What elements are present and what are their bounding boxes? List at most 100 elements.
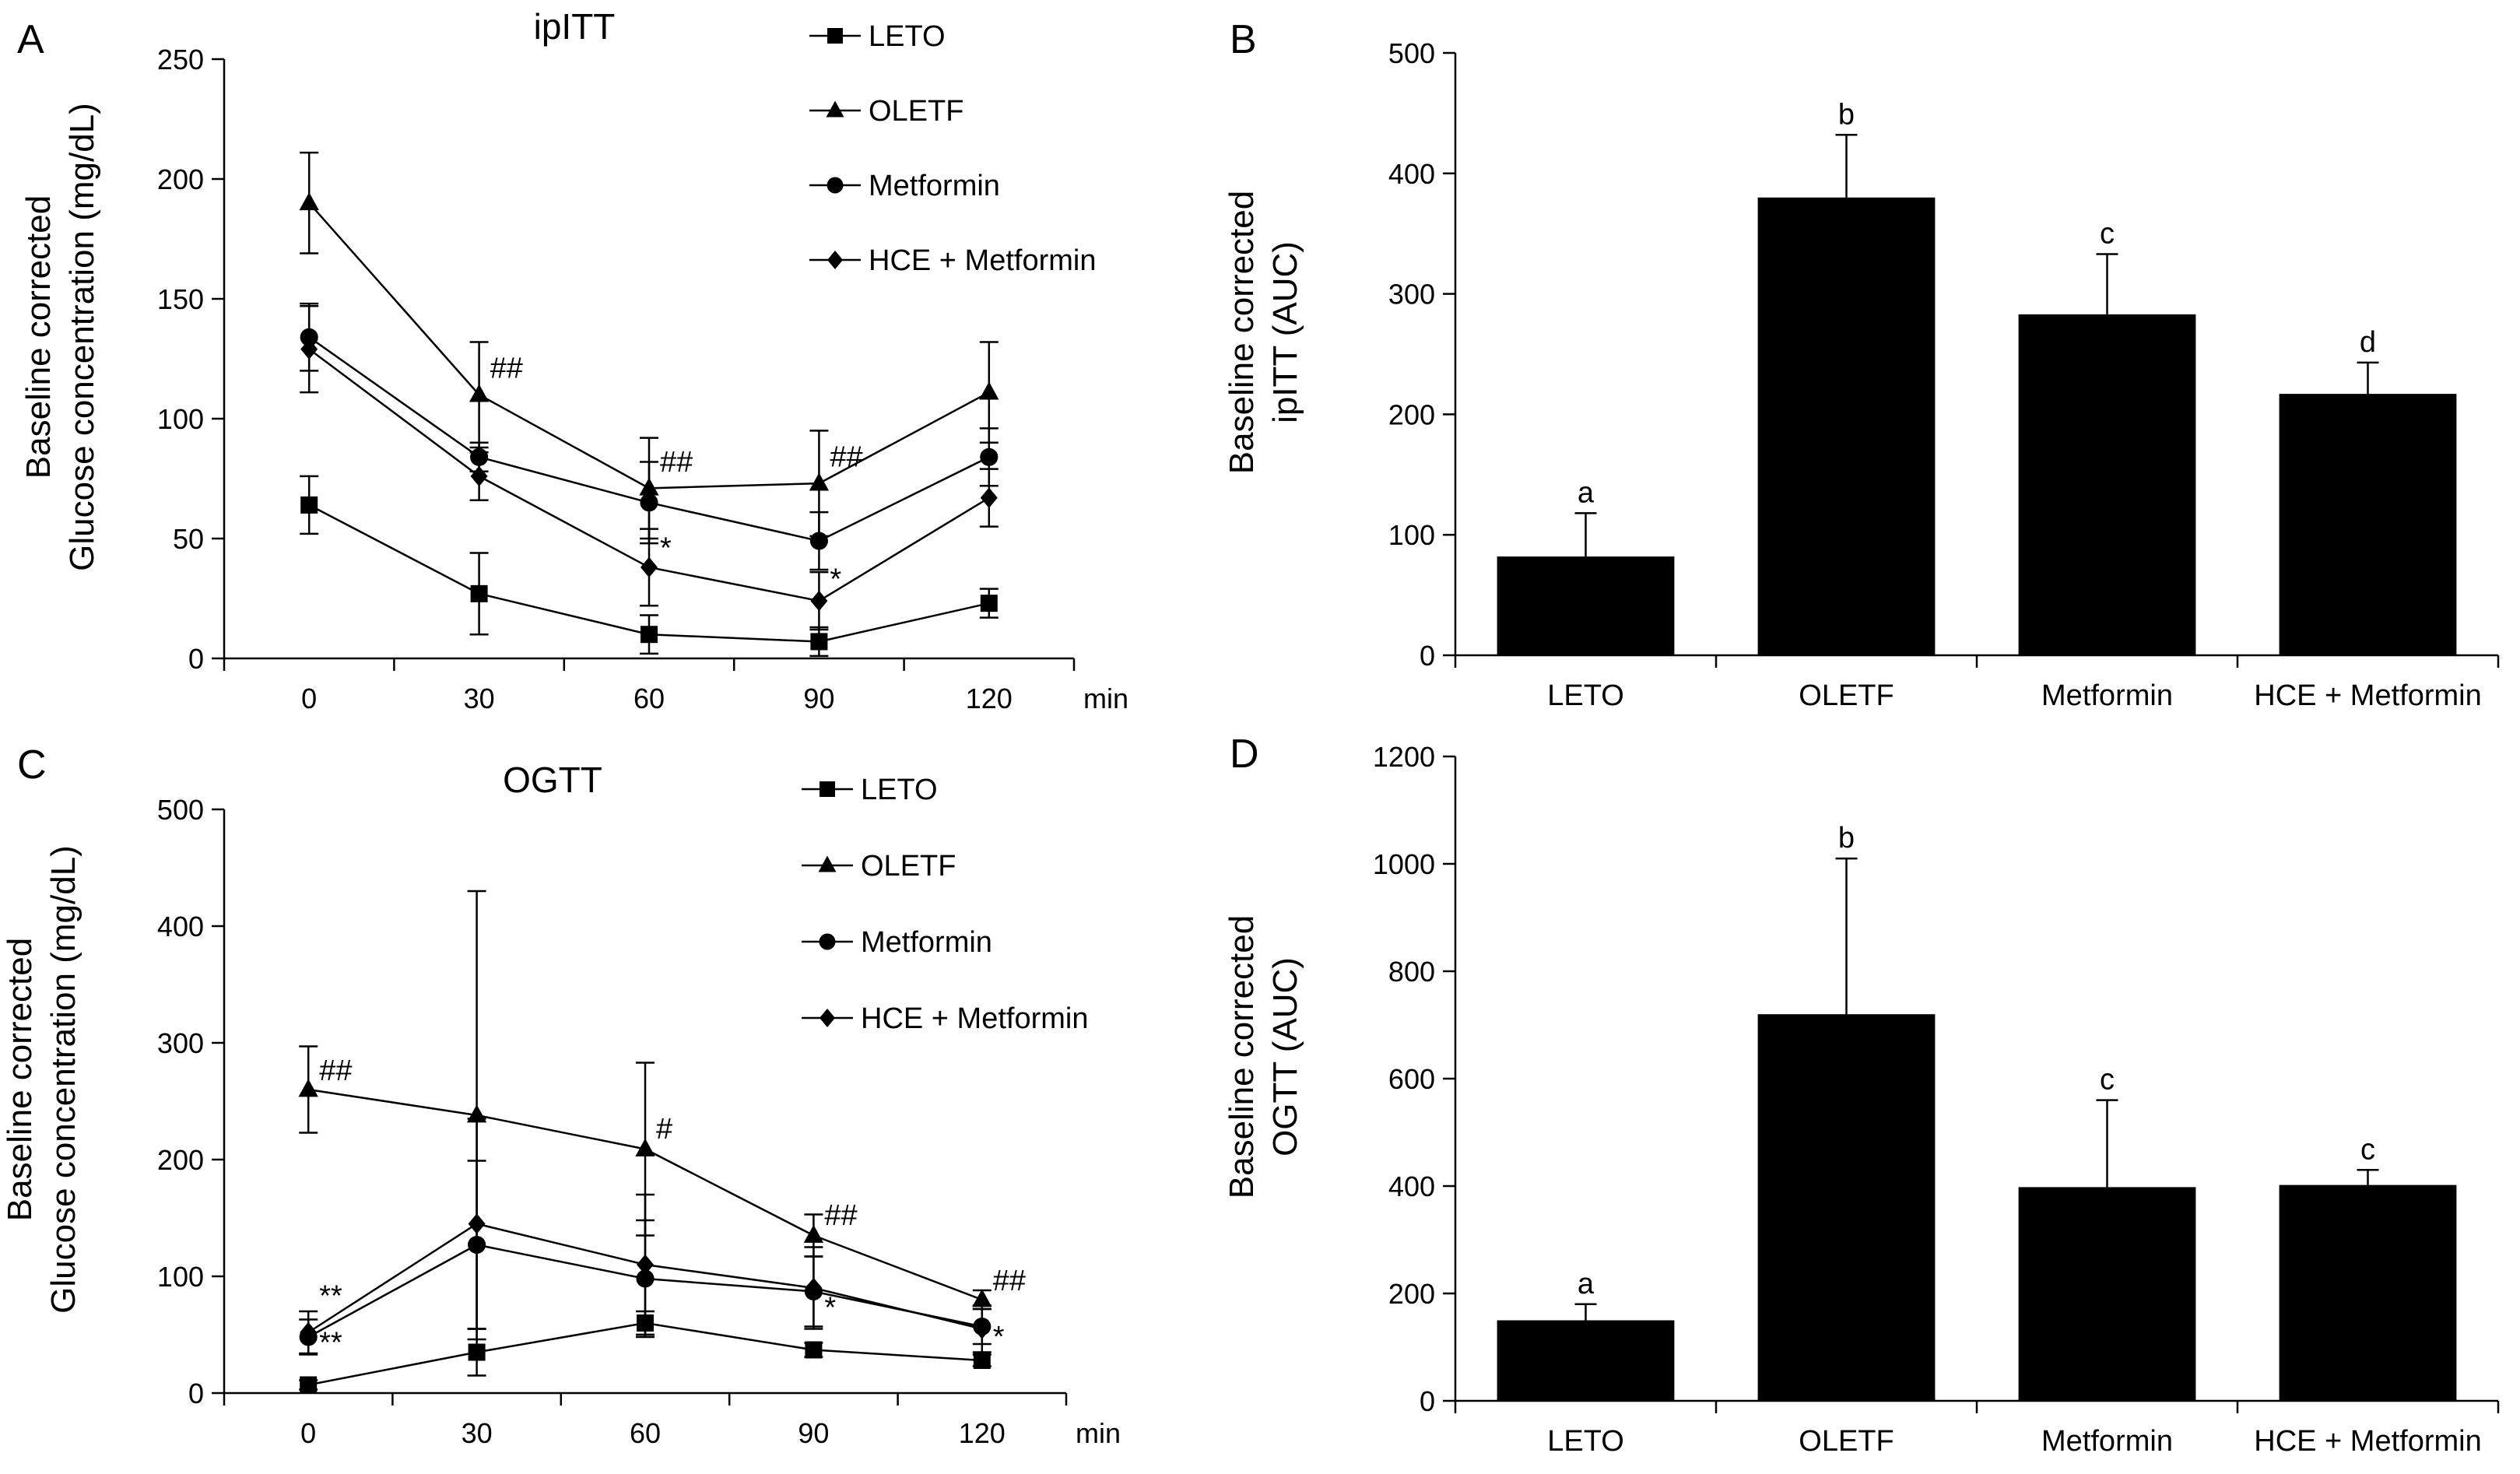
- panel-c-series-hce-metformin-point: [637, 1254, 654, 1276]
- panel-a-y-axis-title-line: Glucose concentration (mg/dL): [63, 103, 101, 571]
- panel-c-y-axis-title-line: Glucose concentration (mg/dL): [44, 845, 82, 1314]
- panel-a-series-oletf-point: [469, 384, 490, 402]
- panel-d-bar-oletf: [1757, 1014, 1936, 1401]
- panel-b-bar-oletf-significance-letter: b: [1838, 98, 1855, 131]
- panel-a-legend-oletf-swatch-marker: [826, 100, 844, 118]
- panel-d-y-tick-label: 400: [1388, 1170, 1435, 1202]
- panel-d-y-axis-title: Baseline corrected OGTT (AUC): [1223, 915, 1304, 1199]
- panel-a-series-oletf-point: [979, 381, 999, 400]
- panel-a-x-tick-label: 30: [464, 683, 495, 714]
- panel-c-significance-mark: ##: [993, 1265, 1026, 1297]
- panel-c-label: C: [17, 742, 47, 788]
- panel-c-y-tick-label: 0: [188, 1377, 204, 1409]
- panel-c-y-axis-title: Baseline corrected Glucose concentration …: [1, 845, 82, 1314]
- panel-a-series-oletf-point: [299, 192, 319, 211]
- panel-b-y-tick-label: 400: [1388, 158, 1435, 190]
- panel-a-legend-hce-metformin-label: HCE + Metformin: [869, 244, 1096, 277]
- panel-a-series-leto-point: [980, 595, 998, 612]
- panel-c-y-tick-label: 400: [157, 911, 204, 942]
- panel-b-bar-metformin: [2018, 314, 2196, 655]
- panel-c-series-hce-metformin-point: [973, 1318, 991, 1339]
- panel-c-series-hce-metformin-point: [805, 1277, 823, 1299]
- panel-b-y-tick-label: 0: [1420, 640, 1435, 672]
- panel-a-series-metformin-point: [640, 493, 658, 512]
- panel-a-legend-metformin-label: Metformin: [869, 170, 1000, 202]
- panel-d-x-tick-label: OLETF: [1799, 1425, 1894, 1458]
- panel-b-y-tick-label: 500: [1388, 37, 1435, 69]
- panel-d-bar-leto: [1497, 1320, 1675, 1401]
- panel-c-x-tick-label: 60: [630, 1417, 661, 1449]
- panel-d-y-tick-label: 1200: [1373, 741, 1435, 773]
- panel-c-significance-mark: ##: [824, 1199, 857, 1232]
- panel-c-series-oletf-point: [298, 1079, 318, 1097]
- panel-c-significance-mark: *: [824, 1292, 836, 1325]
- panel-c-x-axis-unit: min: [1076, 1417, 1121, 1449]
- panel-c-series-oletf-point: [635, 1138, 655, 1156]
- panel-c-series-oletf-point: [803, 1224, 824, 1243]
- panel-a-series-metformin-point: [980, 447, 999, 466]
- panel-a-significance-mark: *: [660, 532, 672, 565]
- panel-a-significance-mark: ##: [660, 446, 693, 479]
- panel-d-y-axis-title-line: OGTT (AUC): [1266, 957, 1304, 1156]
- panel-d-bar-hce-metformin-significance-letter: c: [2360, 1133, 2375, 1166]
- panel-a-x-tick-label: 90: [803, 683, 834, 714]
- panel-b-label: B: [1230, 17, 1257, 62]
- panel-b-bar-hce-metformin: [2279, 394, 2457, 655]
- panel-b-x-tick-label: OLETF: [1799, 679, 1894, 712]
- panel-a-y-tick-label: 200: [157, 163, 204, 195]
- panel-c-significance-mark: **: [319, 1280, 342, 1313]
- panel-a-legend-hce-metformin-swatch-marker: [827, 251, 843, 269]
- panel-b-bar-hce-metformin-significance-letter: d: [2360, 326, 2376, 359]
- panel-a-legend-leto-label: LETO: [869, 20, 946, 53]
- panel-c-significance-mark: ##: [319, 1055, 352, 1087]
- panel-c-x-tick-label: 0: [300, 1417, 316, 1449]
- panel-d-y-tick-label: 1000: [1373, 848, 1435, 880]
- panel-b-y-tick-label: 300: [1388, 279, 1435, 311]
- panel-a-x-tick-label: 0: [301, 683, 317, 714]
- panel-d-bar-leto-significance-letter: a: [1578, 1268, 1595, 1300]
- panel-a-series-leto-point: [810, 633, 828, 651]
- panel-a-y-axis-title: Baseline corrected Glucose concentration …: [19, 103, 101, 571]
- panel-a-y-tick-label: 0: [188, 643, 204, 675]
- panel-c-y-tick-label: 500: [157, 794, 204, 826]
- panel-b-x-tick-label: Metformin: [2041, 679, 2173, 712]
- panel-b-y-axis-title-line: ipITT (AUC): [1266, 241, 1304, 423]
- panel-a-significance-mark: *: [830, 563, 841, 596]
- panel-b-y-axis-title-line: Baseline corrected: [1223, 191, 1261, 474]
- panel-a-significance-mark: ##: [830, 441, 862, 474]
- panel-a-series-hce-metformin-point: [300, 339, 318, 360]
- panel-c-legend-leto-label: LETO: [861, 774, 938, 806]
- panel-a-legend-leto-swatch-marker: [827, 28, 843, 44]
- panel-b-bar-leto: [1497, 556, 1675, 655]
- panel-c-legend-metformin-label: Metformin: [861, 926, 992, 959]
- panel-a-series-leto-point: [300, 496, 318, 514]
- panel-c-y-tick-label: 100: [157, 1261, 204, 1293]
- panel-c-title: OGTT: [503, 760, 602, 800]
- panel-c-x-tick-label: 120: [959, 1417, 1006, 1449]
- panel-d-x-tick-label: Metformin: [2041, 1425, 2173, 1458]
- panel-a-series-leto-point: [470, 584, 488, 602]
- panel-d-bar-metformin-significance-letter: c: [2100, 1064, 2115, 1097]
- panel-c-x-tick-label: 90: [798, 1417, 829, 1449]
- panel-b-y-tick-label: 100: [1388, 519, 1435, 551]
- panel-b-y-axis-title: Baseline corrected ipITT (AUC): [1223, 191, 1304, 474]
- panel-c-series-leto-point: [805, 1341, 823, 1359]
- panel-c-legend-hce-metformin-swatch-marker: [820, 1009, 835, 1027]
- panel-d-label: D: [1230, 732, 1259, 777]
- panel-a-y-tick-label: 100: [157, 403, 204, 435]
- panel-a-series-metformin-point: [809, 532, 828, 550]
- panel-c-y-axis-title-line: Baseline corrected: [1, 938, 39, 1221]
- panel-c-series-leto-point: [973, 1352, 991, 1369]
- panel-a-series-hce-metformin-point: [641, 556, 658, 578]
- panel-b-y-tick-label: 200: [1388, 398, 1435, 430]
- panel-d-y-axis-title-line: Baseline corrected: [1223, 915, 1261, 1199]
- panel-a-x-axis-unit: min: [1083, 683, 1128, 714]
- panel-c-legend-metformin-swatch-marker: [819, 933, 836, 950]
- panel-d-y-tick-label: 800: [1388, 956, 1435, 988]
- panel-c-series-hce-metformin-point: [300, 1321, 318, 1343]
- panel-a-title: ipITT: [534, 6, 616, 47]
- panel-a-y-axis-title-line: Baseline corrected: [19, 195, 58, 479]
- panel-b-bar-leto-significance-letter: a: [1578, 476, 1595, 509]
